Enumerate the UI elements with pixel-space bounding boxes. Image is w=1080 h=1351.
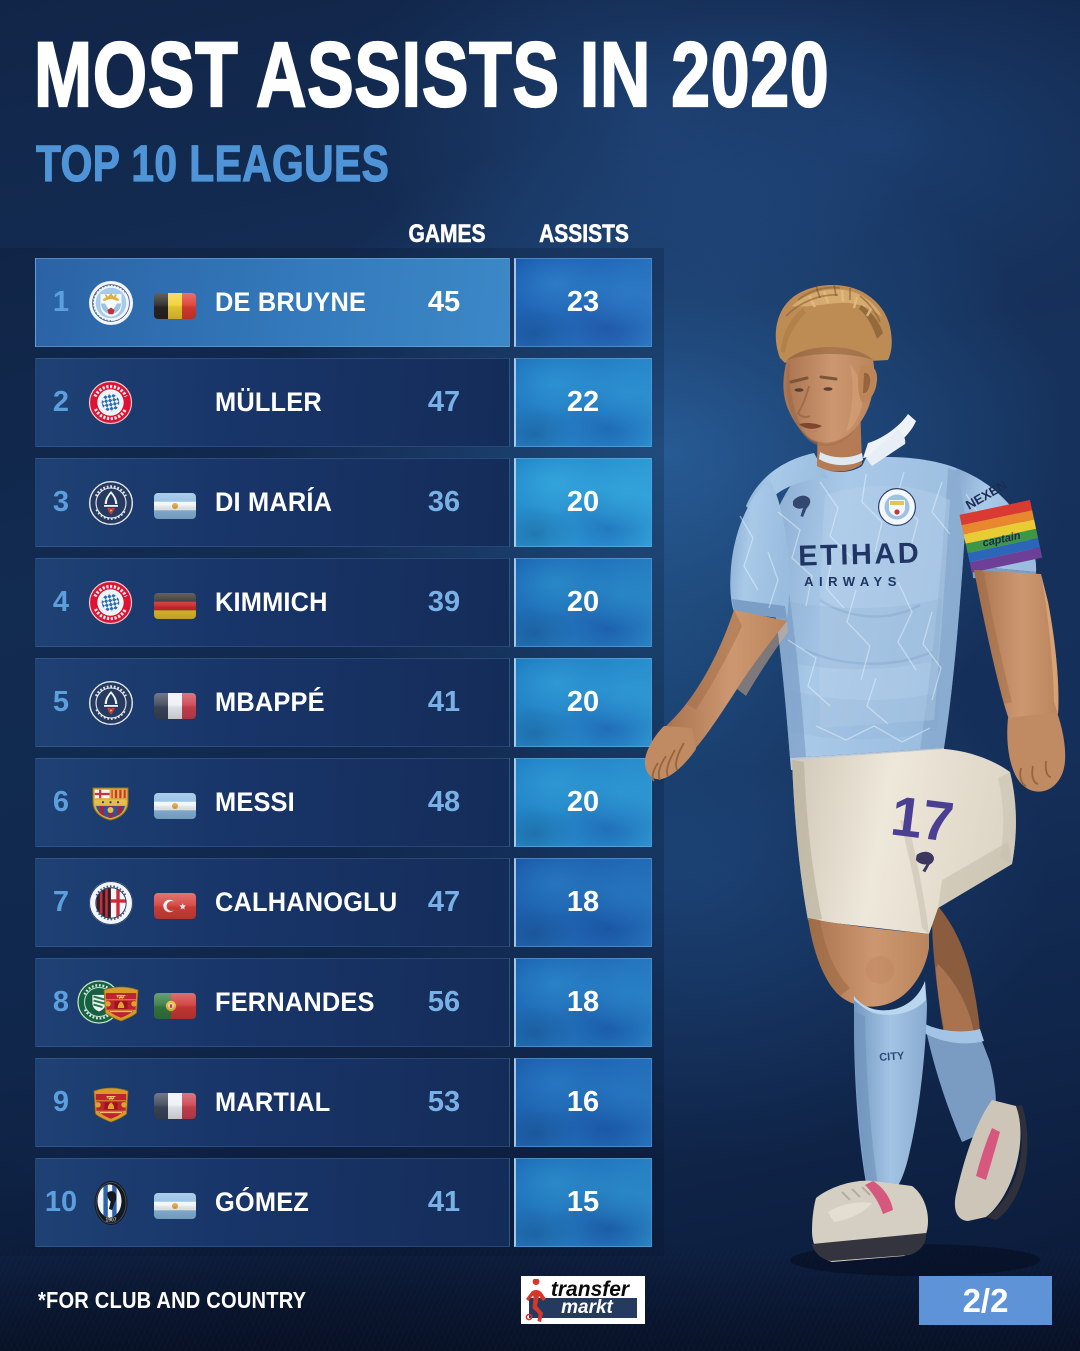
svg-text:17: 17: [888, 784, 958, 854]
svg-text:ETIHAD: ETIHAD: [798, 537, 922, 572]
svg-text:CITY: CITY: [879, 1050, 905, 1064]
svg-text:1907: 1907: [105, 1218, 116, 1224]
svg-text:AIRWAYS: AIRWAYS: [804, 574, 902, 589]
